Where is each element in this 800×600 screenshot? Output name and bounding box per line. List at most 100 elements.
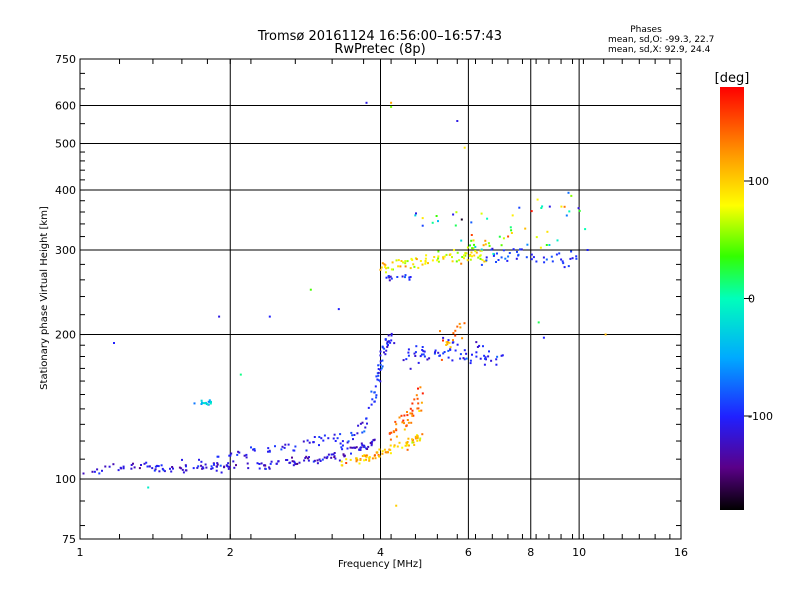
data-point (390, 332, 393, 335)
data-point (376, 378, 379, 381)
data-point (406, 448, 409, 451)
data-point (376, 451, 379, 454)
data-point (270, 460, 273, 463)
data-point (201, 401, 203, 404)
data-point (379, 354, 382, 357)
data-point (454, 334, 457, 337)
data-point (268, 315, 271, 318)
data-point (434, 351, 436, 354)
data-point (119, 466, 122, 469)
data-point (396, 445, 399, 448)
data-point (154, 468, 157, 471)
data-point (407, 351, 410, 354)
data-point (215, 465, 218, 468)
data-point (517, 254, 520, 257)
data-point (388, 340, 390, 343)
x-tick-label: 4 (377, 546, 384, 559)
data-point (363, 444, 366, 447)
data-point (340, 446, 343, 449)
data-point (492, 254, 495, 257)
data-point (204, 463, 207, 466)
data-point (379, 268, 382, 271)
data-point (112, 463, 115, 466)
data-point (368, 456, 371, 459)
data-point (459, 357, 462, 360)
data-point (563, 205, 566, 208)
data-point (586, 249, 589, 251)
data-point (267, 450, 269, 453)
data-point (108, 465, 111, 468)
data-point (379, 360, 382, 363)
data-point (381, 452, 384, 455)
data-point (482, 244, 485, 247)
data-point (342, 453, 345, 456)
data-point (487, 242, 490, 245)
data-point (323, 456, 326, 459)
data-point (228, 454, 231, 457)
data-point (440, 358, 443, 361)
data-point (351, 434, 354, 437)
chart-subtitle: RwPretec (8p) (334, 42, 425, 57)
data-point (381, 345, 384, 348)
data-point (473, 254, 476, 257)
colorbar-label: [deg] (715, 71, 750, 86)
data-point (469, 244, 471, 247)
data-point (163, 470, 166, 473)
data-point (321, 458, 324, 461)
data-point (365, 458, 367, 461)
data-point (200, 464, 203, 467)
data-point (210, 465, 213, 468)
x-tick-label: 2 (227, 546, 234, 559)
data-point (555, 253, 558, 256)
data-point (220, 471, 223, 474)
data-point (504, 257, 507, 260)
data-point (500, 244, 503, 247)
data-point (309, 288, 312, 291)
data-point (442, 352, 445, 355)
data-point (540, 207, 543, 209)
data-point (246, 462, 249, 465)
data-point (411, 438, 414, 441)
data-point (465, 252, 468, 255)
data-point (485, 256, 488, 259)
data-point (291, 460, 294, 463)
data-point (364, 455, 367, 457)
data-point (410, 257, 413, 260)
data-point (384, 451, 387, 454)
data-point (447, 339, 450, 342)
data-point (404, 265, 407, 268)
data-point (384, 353, 387, 356)
data-point (454, 329, 457, 332)
data-point (381, 262, 384, 265)
data-point (393, 431, 396, 434)
data-point (406, 419, 409, 421)
data-point (358, 448, 361, 451)
data-point (394, 420, 397, 423)
data-point (346, 447, 349, 450)
colorbar-tick-label: 0 (748, 293, 755, 306)
data-point (211, 467, 214, 470)
data-point (413, 398, 416, 401)
data-point (545, 244, 548, 246)
data-point (223, 465, 226, 468)
data-point (366, 448, 369, 450)
y-tick-label: 750 (55, 53, 76, 66)
data-point (340, 464, 343, 467)
data-point (371, 457, 374, 460)
data-point (185, 469, 188, 472)
data-point (154, 465, 157, 468)
data-point (437, 351, 440, 354)
data-point (318, 458, 321, 461)
x-tick-label: 16 (674, 546, 688, 559)
data-point (230, 452, 233, 455)
data-point (425, 254, 428, 257)
data-point (381, 365, 384, 368)
data-point (161, 467, 164, 470)
data-point (417, 402, 420, 405)
data-point (363, 430, 366, 433)
data-point (245, 453, 248, 456)
data-point (451, 260, 454, 263)
data-point (232, 460, 235, 463)
data-point (451, 341, 454, 344)
data-point (483, 363, 486, 366)
